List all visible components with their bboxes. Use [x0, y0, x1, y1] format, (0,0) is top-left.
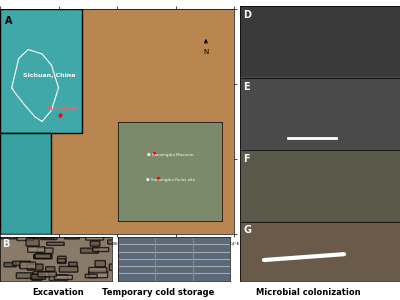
FancyBboxPatch shape	[42, 231, 55, 238]
FancyBboxPatch shape	[58, 259, 66, 262]
FancyBboxPatch shape	[34, 255, 52, 259]
FancyBboxPatch shape	[38, 248, 53, 253]
FancyBboxPatch shape	[16, 273, 34, 278]
Text: E: E	[243, 82, 250, 92]
FancyBboxPatch shape	[38, 272, 56, 277]
FancyBboxPatch shape	[89, 267, 107, 273]
FancyBboxPatch shape	[49, 275, 68, 280]
FancyBboxPatch shape	[46, 267, 55, 271]
FancyBboxPatch shape	[89, 271, 108, 278]
Text: D: D	[243, 10, 251, 20]
FancyBboxPatch shape	[26, 239, 39, 246]
FancyBboxPatch shape	[34, 254, 48, 258]
Text: G: G	[243, 225, 251, 235]
Text: ● Sanxingdui Museum: ● Sanxingdui Museum	[147, 153, 193, 157]
FancyBboxPatch shape	[64, 235, 79, 239]
Text: A: A	[5, 16, 12, 26]
Text: Guanghan: Guanghan	[47, 106, 78, 111]
Text: B: B	[2, 239, 10, 249]
FancyBboxPatch shape	[80, 248, 98, 253]
Text: Microbial colonization: Microbial colonization	[256, 288, 360, 297]
FancyBboxPatch shape	[47, 242, 64, 245]
FancyBboxPatch shape	[28, 232, 47, 238]
FancyBboxPatch shape	[28, 247, 45, 252]
FancyBboxPatch shape	[41, 234, 57, 240]
FancyBboxPatch shape	[33, 272, 48, 277]
Text: Temporary cold storage: Temporary cold storage	[102, 288, 214, 297]
FancyBboxPatch shape	[59, 266, 78, 272]
FancyBboxPatch shape	[17, 235, 34, 241]
FancyBboxPatch shape	[95, 261, 105, 267]
FancyBboxPatch shape	[108, 240, 124, 244]
FancyBboxPatch shape	[31, 274, 46, 279]
FancyBboxPatch shape	[32, 274, 42, 280]
FancyBboxPatch shape	[35, 254, 51, 258]
FancyBboxPatch shape	[20, 263, 33, 268]
Text: N: N	[203, 40, 208, 55]
FancyBboxPatch shape	[69, 262, 77, 266]
FancyBboxPatch shape	[85, 274, 97, 278]
FancyBboxPatch shape	[1, 235, 18, 239]
FancyBboxPatch shape	[0, 133, 52, 234]
Text: Excavation: Excavation	[32, 288, 84, 297]
FancyBboxPatch shape	[86, 234, 104, 240]
Text: ● Sanxingdui Ruins site: ● Sanxingdui Ruins site	[146, 178, 194, 182]
FancyBboxPatch shape	[4, 262, 16, 267]
FancyBboxPatch shape	[58, 256, 66, 263]
FancyBboxPatch shape	[90, 241, 100, 246]
FancyBboxPatch shape	[93, 248, 109, 251]
FancyBboxPatch shape	[0, 9, 82, 133]
FancyBboxPatch shape	[54, 275, 72, 279]
Text: Sichuan, China: Sichuan, China	[23, 73, 76, 77]
FancyBboxPatch shape	[20, 262, 36, 269]
FancyBboxPatch shape	[109, 264, 125, 270]
FancyBboxPatch shape	[27, 264, 43, 270]
Text: F: F	[243, 154, 250, 164]
FancyBboxPatch shape	[12, 261, 30, 266]
